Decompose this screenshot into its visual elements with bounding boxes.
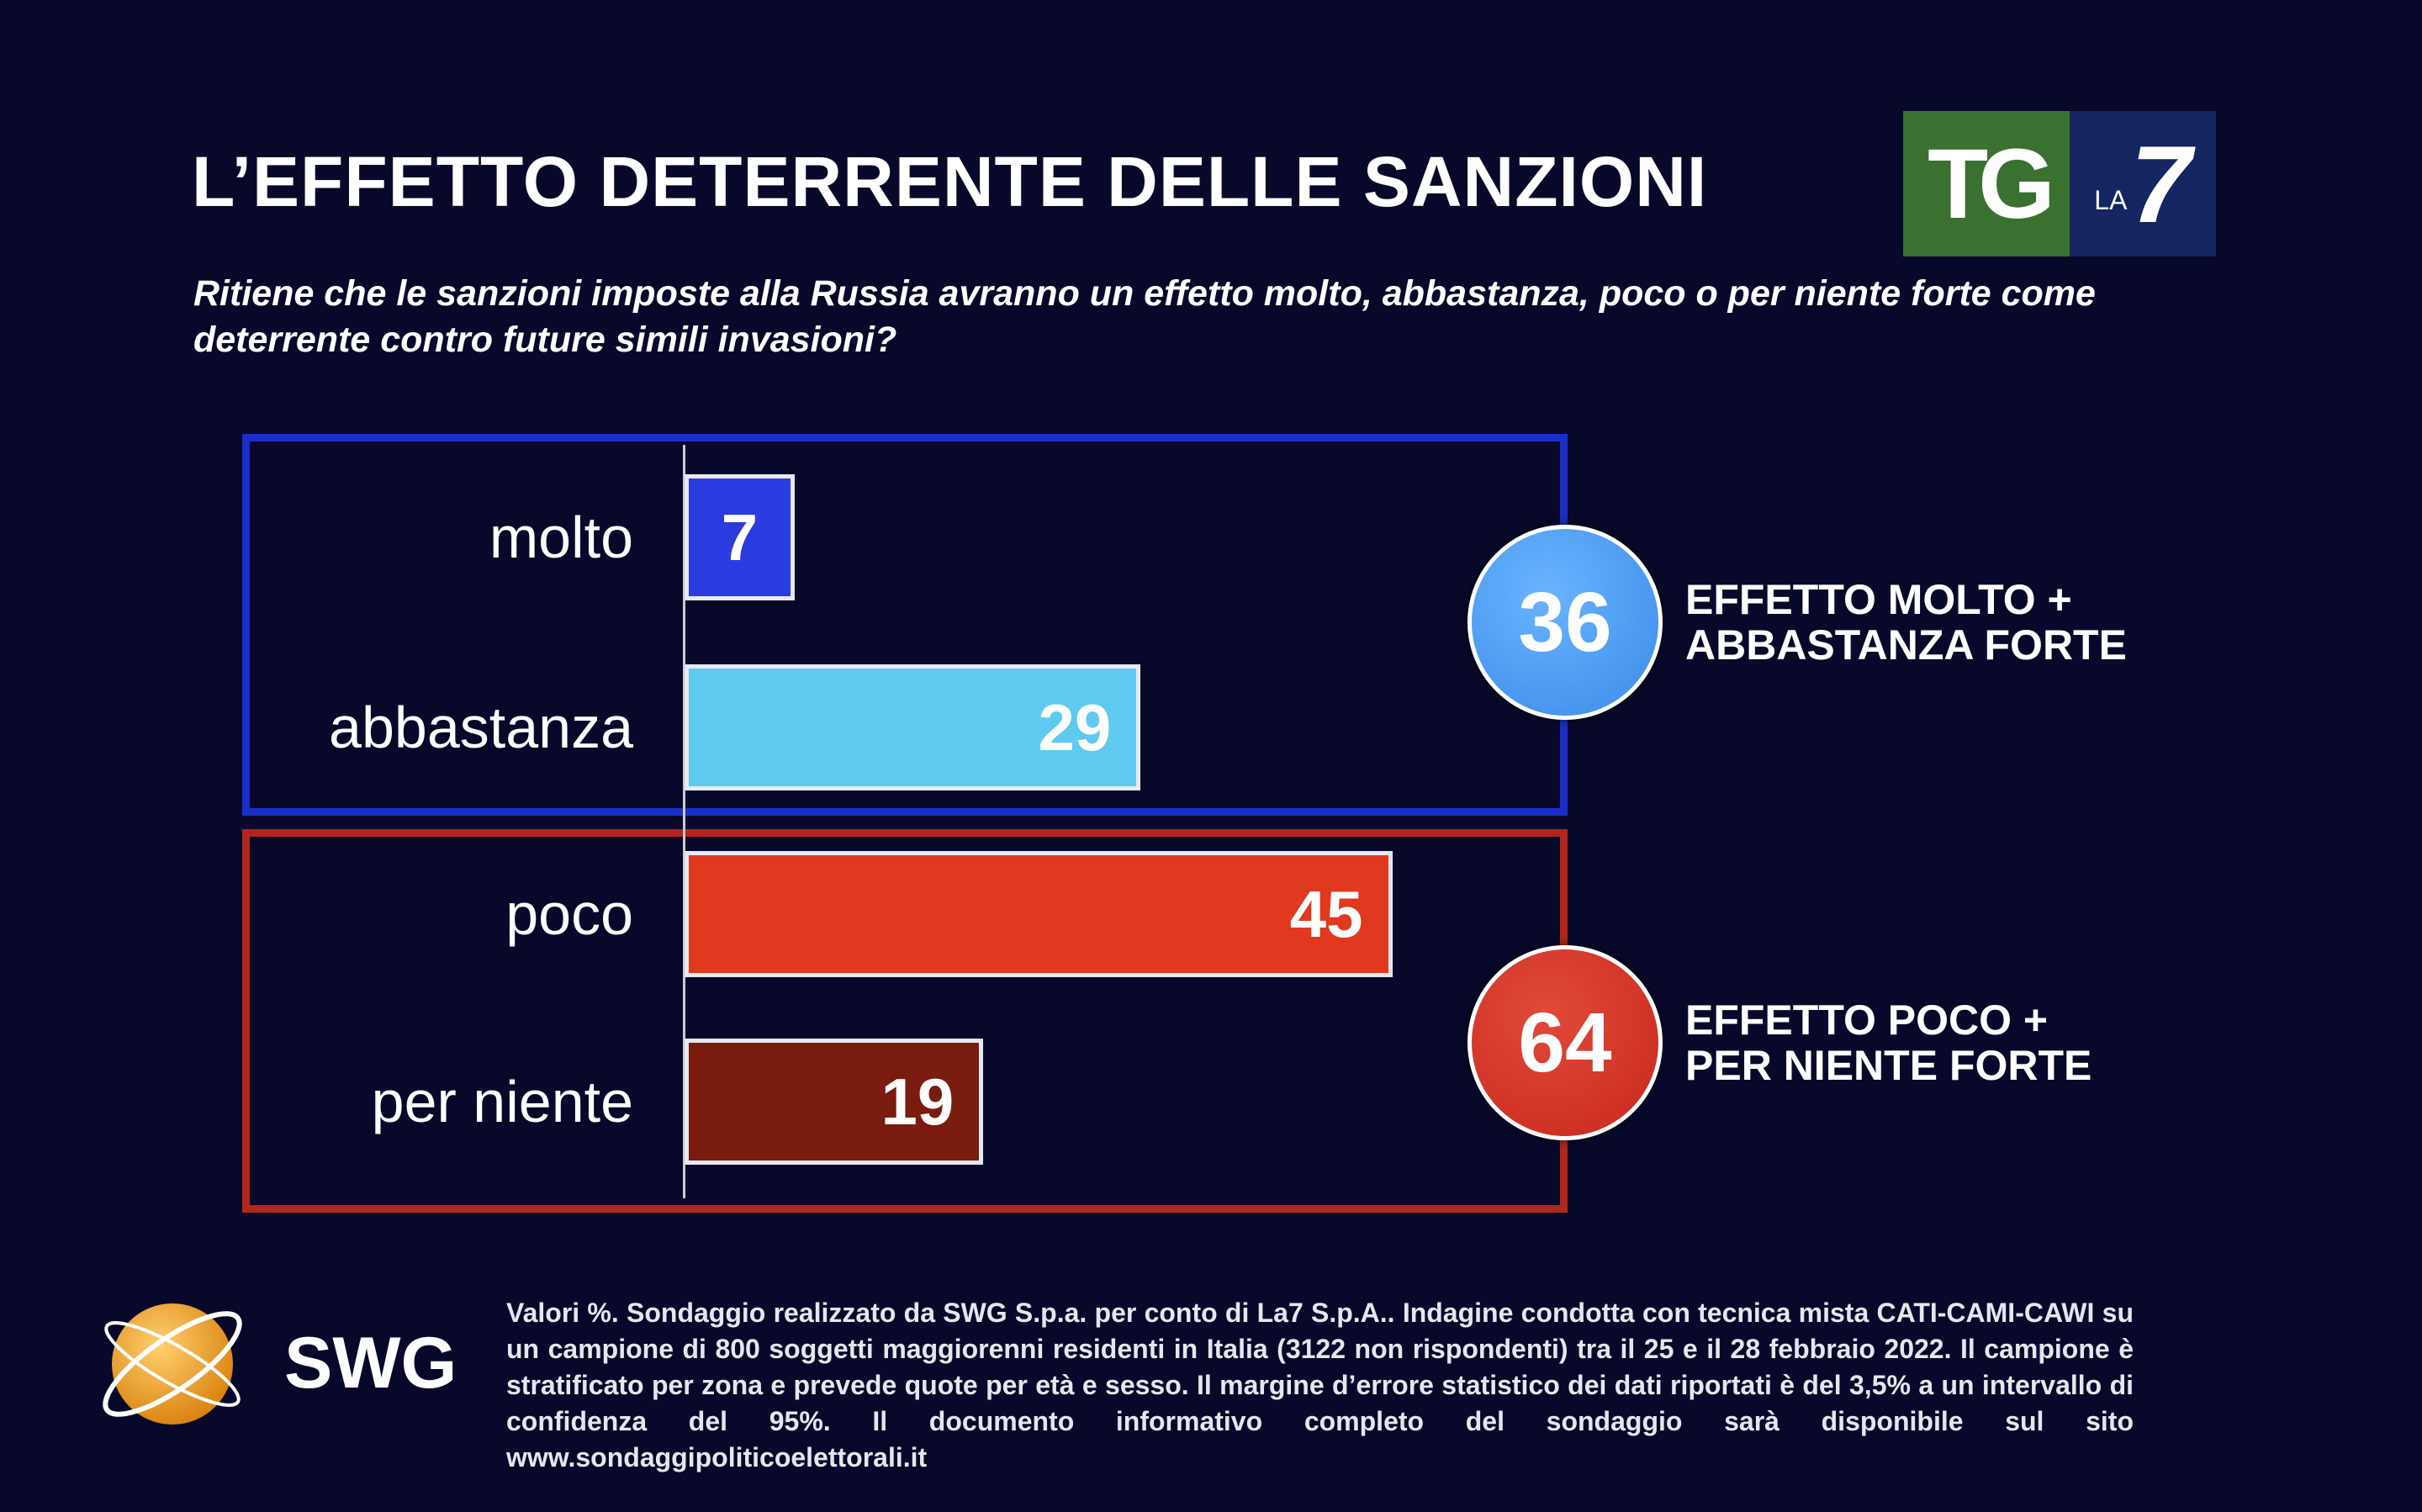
category-label: per niente — [371, 1069, 633, 1134]
chart-title: L’EFFETTO DETERRENTE DELLE SANZIONI — [192, 142, 1708, 221]
bar-value-label: 19 — [880, 1064, 955, 1139]
category-label: abbastanza — [329, 695, 633, 760]
bar-value-label: 29 — [1038, 690, 1112, 764]
tg-la7-logo: TG LA 7 — [1903, 111, 2216, 256]
logo-la: LA — [2094, 185, 2128, 215]
logo-seven: 7 — [2130, 122, 2192, 246]
bar-molto: 7 — [685, 474, 795, 600]
survey-question: Ritiene che le sanzioni imposte alla Rus… — [193, 273, 2096, 360]
bar-value-label: 7 — [721, 500, 759, 574]
group-total-badge: 64 — [1467, 945, 1663, 1140]
swg-globe-icon: SWG — [103, 1303, 457, 1425]
group-label-line: EFFETTO POCO + — [1685, 997, 2049, 1044]
category-label: molto — [489, 505, 633, 570]
bar-value-label: 45 — [1289, 876, 1363, 951]
chart-axis — [683, 445, 685, 1198]
swg-logo: SWG — [101, 1287, 471, 1438]
bar-poco: 45 — [685, 851, 1393, 977]
group-label: EFFETTO MOLTO + ABBASTANZA FORTE — [1685, 577, 2127, 668]
bar-abbastanza: 29 — [685, 664, 1141, 790]
group-label-line: ABBASTANZA FORTE — [1685, 621, 2127, 669]
category-label: poco — [505, 881, 633, 947]
logo-la7: LA 7 — [2070, 111, 2216, 256]
methodology-note: Valori %. Sondaggio realizzato da SWG S.… — [506, 1298, 2134, 1472]
group-label: EFFETTO POCO + PER NIENTE FORTE — [1685, 997, 2091, 1088]
swg-brand-text: SWG — [284, 1323, 457, 1404]
group-label-line: PER NIENTE FORTE — [1685, 1042, 2092, 1089]
group-total-badge: 36 — [1467, 525, 1663, 720]
logo-tg: TG — [1903, 111, 2070, 256]
group-label-line: EFFETTO MOLTO + — [1685, 576, 2072, 623]
bar-per-niente: 19 — [685, 1039, 984, 1165]
